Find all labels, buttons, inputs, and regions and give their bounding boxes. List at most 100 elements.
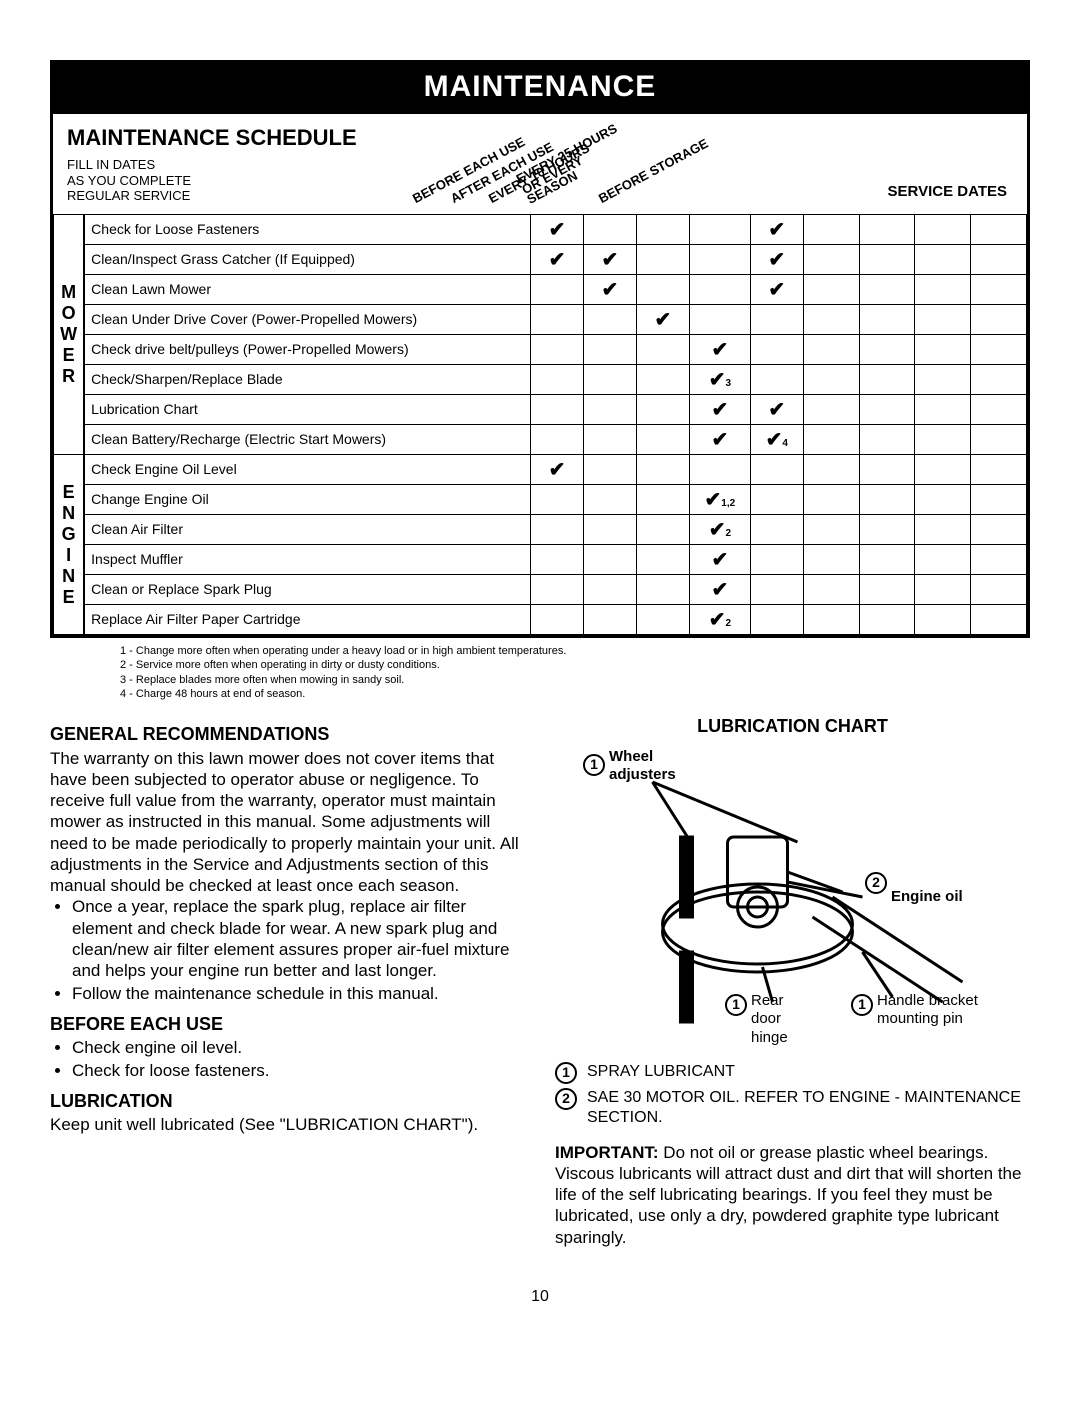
check-cell: ✔ bbox=[689, 395, 750, 425]
schedule-sub2: AS YOU COMPLETE bbox=[67, 173, 191, 188]
schedule-sub3: REGULAR SERVICE bbox=[67, 188, 190, 203]
check-cell bbox=[583, 545, 636, 575]
label-handle: Handle bracket mounting pin bbox=[877, 992, 1007, 1030]
check-cell bbox=[636, 545, 689, 575]
check-cell bbox=[636, 365, 689, 395]
category-label: MOWER bbox=[54, 215, 85, 455]
service-date-cell bbox=[971, 515, 1027, 545]
check-cell: ✔1,2 bbox=[689, 485, 750, 515]
footnotes: 1 - Change more often when operating und… bbox=[120, 644, 1030, 701]
service-date-cell bbox=[859, 275, 915, 305]
task-label: Clean/Inspect Grass Catcher (If Equipped… bbox=[84, 245, 530, 275]
check-cell: ✔ bbox=[750, 215, 803, 245]
check-cell bbox=[689, 215, 750, 245]
legend-1: 1 SPRAY LUBRICANT bbox=[555, 1062, 1030, 1084]
service-date-cell bbox=[859, 605, 915, 635]
right-column: LUBRICATION CHART bbox=[555, 715, 1030, 1248]
service-date-cell bbox=[803, 275, 859, 305]
check-cell bbox=[583, 305, 636, 335]
service-date-cell bbox=[859, 335, 915, 365]
check-cell bbox=[583, 365, 636, 395]
task-label: Check for Loose Fasteners bbox=[84, 215, 530, 245]
lube-chart-title: LUBRICATION CHART bbox=[555, 715, 1030, 738]
check-cell bbox=[750, 305, 803, 335]
service-date-cell bbox=[803, 425, 859, 455]
check-cell bbox=[583, 215, 636, 245]
check-cell: ✔ bbox=[583, 245, 636, 275]
service-date-cell bbox=[859, 215, 915, 245]
callout-1b-icon: 1 bbox=[725, 994, 747, 1016]
service-date-cell bbox=[803, 485, 859, 515]
schedule-sub1: FILL IN DATES bbox=[67, 157, 155, 172]
service-date-cell bbox=[803, 545, 859, 575]
service-date-cell bbox=[971, 275, 1027, 305]
check-cell: ✔2 bbox=[689, 515, 750, 545]
service-date-cell bbox=[915, 425, 971, 455]
check-cell bbox=[750, 455, 803, 485]
service-date-cell bbox=[915, 335, 971, 365]
check-cell bbox=[583, 515, 636, 545]
label-rear: Rear door hinge bbox=[751, 992, 811, 1048]
task-label: Clean Battery/Recharge (Electric Start M… bbox=[84, 425, 530, 455]
check-cell bbox=[689, 455, 750, 485]
maintenance-schedule: MAINTENANCE SCHEDULE FILL IN DATES AS YO… bbox=[50, 114, 1030, 638]
label-wheel: Wheel adjusters bbox=[609, 748, 689, 786]
task-label: Clean Air Filter bbox=[84, 515, 530, 545]
check-cell: ✔2 bbox=[689, 605, 750, 635]
label-engine: Engine oil bbox=[891, 888, 963, 907]
service-date-cell bbox=[915, 365, 971, 395]
general-text: The warranty on this lawn mower does not… bbox=[50, 748, 525, 897]
check-cell bbox=[530, 305, 583, 335]
service-date-cell bbox=[971, 365, 1027, 395]
service-date-cell bbox=[915, 455, 971, 485]
check-cell: ✔ bbox=[636, 305, 689, 335]
service-date-cell bbox=[971, 455, 1027, 485]
check-cell bbox=[530, 545, 583, 575]
service-date-cell bbox=[971, 575, 1027, 605]
important-note: IMPORTANT: Do not oil or grease plastic … bbox=[555, 1142, 1030, 1248]
legend-2-icon: 2 bbox=[555, 1088, 577, 1110]
before-li1: Check engine oil level. bbox=[72, 1037, 525, 1058]
important-label: IMPORTANT: bbox=[555, 1143, 659, 1162]
footnote: 4 - Charge 48 hours at end of season. bbox=[120, 687, 1030, 701]
lubrication-heading: LUBRICATION bbox=[50, 1090, 525, 1113]
category-label: ENGINE bbox=[54, 455, 85, 635]
task-label: Change Engine Oil bbox=[84, 485, 530, 515]
check-cell: ✔ bbox=[530, 455, 583, 485]
left-column: GENERAL RECOMMENDATIONS The warranty on … bbox=[50, 715, 525, 1248]
column-headers: BEFORE EACH USE AFTER EACH USE EVERY 10 … bbox=[413, 114, 888, 214]
service-date-cell bbox=[971, 395, 1027, 425]
check-cell bbox=[636, 575, 689, 605]
schedule-table: MOWERCheck for Loose Fasteners✔✔Clean/In… bbox=[53, 214, 1027, 635]
check-cell bbox=[636, 485, 689, 515]
service-date-cell bbox=[971, 485, 1027, 515]
service-date-cell bbox=[859, 575, 915, 605]
check-cell: ✔ bbox=[750, 395, 803, 425]
legend-1-text: SPRAY LUBRICANT bbox=[587, 1062, 1030, 1082]
service-date-cell bbox=[803, 575, 859, 605]
schedule-sub: FILL IN DATES AS YOU COMPLETE REGULAR SE… bbox=[67, 157, 399, 204]
service-date-cell bbox=[971, 425, 1027, 455]
check-cell bbox=[636, 395, 689, 425]
task-label: Clean or Replace Spark Plug bbox=[84, 575, 530, 605]
check-cell: ✔ bbox=[583, 275, 636, 305]
service-date-cell bbox=[915, 275, 971, 305]
legend-2-text: SAE 30 MOTOR OIL. REFER TO ENGINE - MAIN… bbox=[587, 1088, 1030, 1128]
service-date-cell bbox=[971, 215, 1027, 245]
check-cell bbox=[583, 395, 636, 425]
check-cell bbox=[750, 575, 803, 605]
general-li2: Follow the maintenance schedule in this … bbox=[72, 983, 525, 1004]
service-date-cell bbox=[971, 545, 1027, 575]
service-date-cell bbox=[803, 215, 859, 245]
check-cell bbox=[636, 215, 689, 245]
check-cell bbox=[750, 335, 803, 365]
check-cell bbox=[583, 425, 636, 455]
schedule-heading: MAINTENANCE SCHEDULE bbox=[67, 125, 399, 151]
task-label: Clean Under Drive Cover (Power-Propelled… bbox=[84, 305, 530, 335]
footnote: 1 - Change more often when operating und… bbox=[120, 644, 1030, 658]
service-date-cell bbox=[971, 335, 1027, 365]
check-cell bbox=[636, 605, 689, 635]
check-cell bbox=[750, 365, 803, 395]
service-date-cell bbox=[859, 545, 915, 575]
service-dates-label: SERVICE DATES bbox=[888, 183, 1027, 214]
